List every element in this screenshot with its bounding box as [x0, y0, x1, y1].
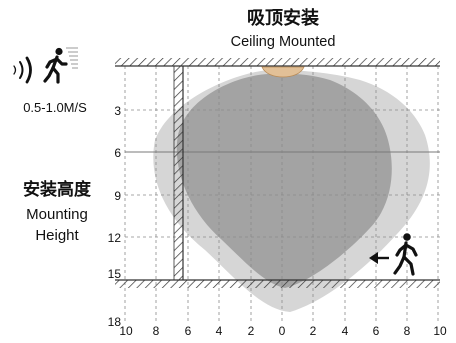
- x-tick-left-10: 10: [119, 324, 133, 338]
- ceiling-hatch: [115, 58, 440, 66]
- y-tick-12: 12: [108, 231, 122, 245]
- speed-label: 0.5-1.0M/S: [23, 100, 87, 115]
- motion-waves-icon: [13, 56, 32, 84]
- x-tick-right-10: 10: [433, 324, 447, 338]
- y-tick-3: 3: [114, 104, 121, 118]
- y-tick-6: 6: [114, 146, 121, 160]
- walking-person-floor-icon: [393, 233, 418, 276]
- y-tick-18: 18: [108, 315, 122, 329]
- x-tick-right-6: 6: [373, 324, 380, 338]
- mounting-height-en-2: Height: [35, 227, 79, 244]
- arrow-left-icon: [369, 252, 389, 264]
- walking-person-icon: [43, 47, 78, 84]
- grid-horizontal: [125, 109, 440, 238]
- y-tick-9: 9: [114, 189, 121, 203]
- wall-hatch: [174, 66, 183, 280]
- floor-hatch: [115, 280, 440, 288]
- title-cn: 吸顶安装: [247, 7, 319, 29]
- x-tick-right-8: 8: [404, 324, 411, 338]
- grid-vertical: [124, 66, 439, 322]
- x-tick-left-2: 2: [248, 324, 255, 338]
- y-tick-15: 15: [108, 267, 122, 281]
- x-tick-right-4: 4: [342, 324, 349, 338]
- mounting-height-en-1: Mounting: [26, 206, 88, 223]
- x-tick-0: 0: [279, 324, 286, 338]
- x-tick-left-6: 6: [185, 324, 192, 338]
- x-tick-left-8: 8: [153, 324, 160, 338]
- x-tick-left-4: 4: [216, 324, 223, 338]
- inner-detection-zone: [176, 73, 392, 288]
- mounting-height-cn: 安装高度: [23, 179, 92, 200]
- x-tick-right-2: 2: [310, 324, 317, 338]
- sensor-icon: [261, 66, 305, 78]
- title-en: Ceiling Mounted: [231, 34, 336, 50]
